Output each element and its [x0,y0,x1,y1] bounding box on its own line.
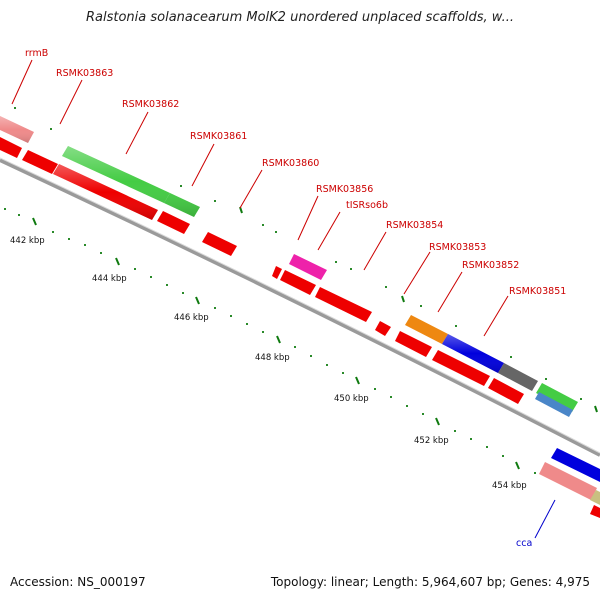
label-RSMK03861[interactable]: RSMK03861 [190,131,247,142]
feature-cds-7[interactable] [280,270,316,295]
callout-lines [11,59,509,337]
feature-cds-5[interactable] [202,232,237,256]
label-tISRso6b[interactable]: tISRso6b [346,200,388,211]
tick-label-450: 450 kbp [334,394,369,404]
label-RSMK03852[interactable]: RSMK03852 [462,260,519,271]
tick-label-444: 444 kbp [92,274,127,284]
feature-cds-10[interactable] [395,331,432,357]
tick-label-442: 442 kbp [10,236,45,246]
accession-text: Accession: NS_000197 [10,575,146,589]
label-rrmB[interactable]: rrmB [25,48,48,59]
feature-RSMK03853[interactable] [405,315,448,344]
label-RSMK03860[interactable]: RSMK03860 [262,158,319,169]
label-RSMK03856[interactable]: RSMK03856 [316,184,373,195]
minor-ticks-inner [4,208,536,474]
callout-line-cca [534,499,556,539]
feature-teal-small[interactable] [535,392,573,417]
label-RSMK03854[interactable]: RSMK03854 [386,220,443,231]
label-RSMK03862[interactable]: RSMK03862 [122,99,179,110]
feature-green-small[interactable] [536,383,578,412]
feature-cds-9[interactable] [375,321,391,336]
tick-label-448: 448 kbp [255,353,290,363]
genome-backbone [0,158,600,457]
feature-tISRso6b[interactable] [289,254,327,280]
feature-cds-8[interactable] [315,287,372,322]
feature-cds-2[interactable] [22,150,58,174]
feature-RSMK03851[interactable] [498,363,538,391]
genome-backbone-highlight [0,157,600,454]
feature-track [0,116,600,518]
map-title: Ralstonia solanacearum MolK2 unordered u… [85,10,514,25]
label-cca[interactable]: cca [516,538,532,549]
feature-cds-4[interactable] [157,211,190,234]
feature-right-blue[interactable] [551,448,600,482]
feature-right-red[interactable] [590,505,600,518]
feature-cds-11[interactable] [432,350,490,386]
feature-cca[interactable] [539,462,597,500]
feature-cds-6[interactable] [272,266,282,279]
label-RSMK03851[interactable]: RSMK03851 [509,286,566,297]
feature-cds-1[interactable] [0,137,22,158]
tick-label-452: 452 kbp [414,436,449,446]
minor-ticks-outer [14,107,582,400]
major-ticks [32,206,598,470]
feature-cds-12[interactable] [488,378,524,404]
feature-gloss [0,116,504,373]
tick-label-446: 446 kbp [174,313,209,323]
tick-label-454: 454 kbp [492,481,527,491]
label-RSMK03853[interactable]: RSMK03853 [429,242,486,253]
topology-summary: Topology: linear; Length: 5,964,607 bp; … [270,575,590,589]
feature-right-olive[interactable] [590,490,600,505]
label-RSMK03863[interactable]: RSMK03863 [56,68,113,79]
